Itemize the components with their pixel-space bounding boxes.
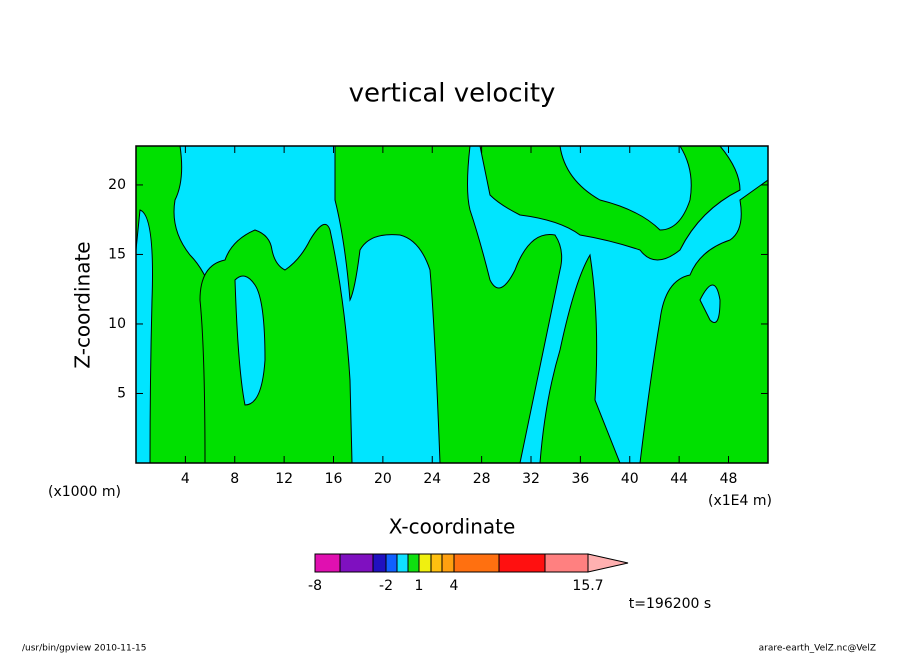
- x-tick-label: 40: [621, 471, 639, 487]
- y-tick-label: 10: [108, 316, 126, 332]
- x-unit: (x1E4 m): [708, 493, 772, 509]
- time-label: t=196200 s: [629, 596, 711, 612]
- x-tick-label: 32: [522, 471, 540, 487]
- x-tick-label: 12: [275, 471, 293, 487]
- colorbar-box: [372, 553, 387, 573]
- contour-field: [136, 146, 768, 463]
- y-tick-label: 15: [108, 246, 126, 262]
- y-tick-label: 20: [108, 177, 126, 193]
- colorbar-box: [314, 553, 341, 573]
- x-tick-label: 8: [230, 471, 239, 487]
- x-tick-label: 4: [181, 471, 190, 487]
- x-tick-label: 28: [473, 471, 491, 487]
- colorbar-box: [396, 553, 409, 573]
- y-tick-label: 5: [117, 385, 126, 401]
- colorbar-box: [385, 553, 398, 573]
- colorbar-box: [418, 553, 432, 573]
- x-tick-label: 48: [720, 471, 738, 487]
- y-unit: (x1000 m): [48, 484, 121, 500]
- plot-frame: [135, 145, 769, 464]
- colorbar-box: [498, 553, 546, 573]
- colorbar-box: [430, 553, 443, 573]
- x-tick-label: 24: [423, 471, 441, 487]
- colorbar-tick-label: 4: [450, 578, 459, 594]
- colorbar-box: [339, 553, 374, 573]
- x-tick-label: 44: [670, 471, 688, 487]
- colorbar-box: [544, 553, 589, 573]
- x-tick-label: 36: [571, 471, 589, 487]
- x-tick-label: 20: [374, 471, 392, 487]
- colorbar-tick-label: 1: [415, 578, 424, 594]
- footer-right: arare-earth_VelZ.nc@VelZ: [759, 644, 876, 654]
- colorbar-box: [441, 553, 455, 573]
- colorbar-tick-label: -2: [379, 578, 393, 594]
- x-axis-title: X-coordinate: [389, 515, 516, 539]
- x-tick-label: 16: [325, 471, 343, 487]
- y-axis-title: Z-coordinate: [71, 241, 95, 368]
- chart-title: vertical velocity: [349, 79, 556, 109]
- colorbar-tick-label: -8: [308, 578, 322, 594]
- footer-left: /usr/bin/gpview 2010-11-15: [22, 644, 146, 654]
- colorbar-arrow: [587, 553, 629, 573]
- colorbar-tick-label: 15.7: [572, 578, 603, 594]
- colorbar-box: [453, 553, 500, 573]
- colorbar-box: [407, 553, 420, 573]
